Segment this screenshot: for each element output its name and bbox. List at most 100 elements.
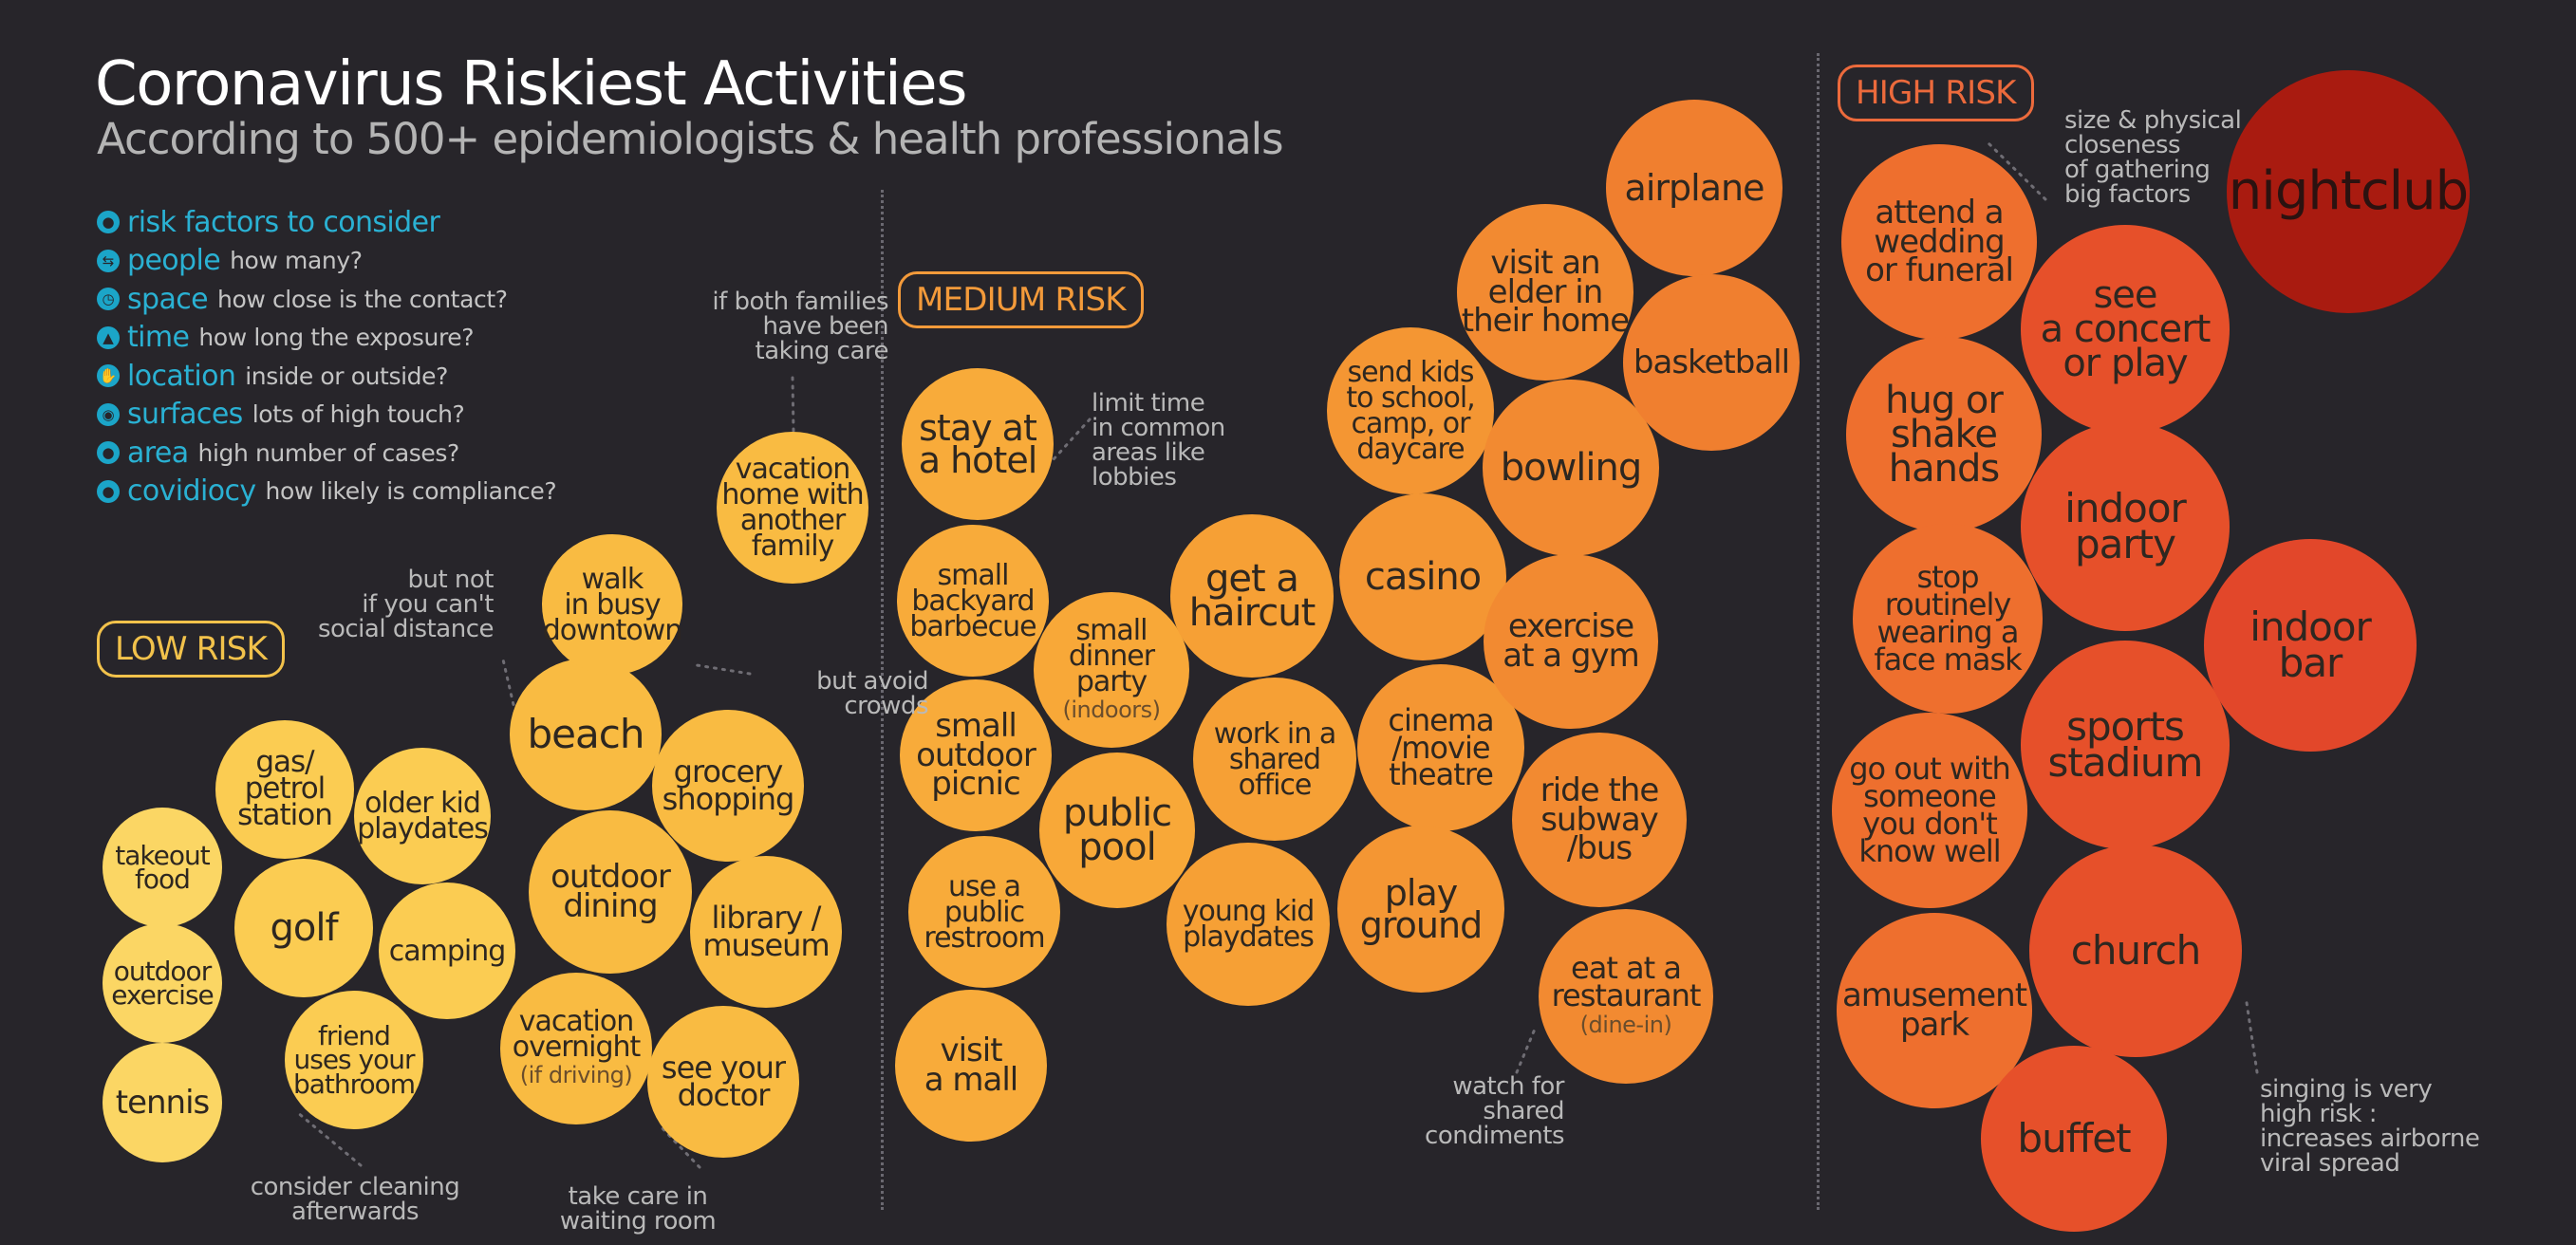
activity-label: outdoor dining <box>551 858 671 925</box>
activity-label: exercise at a gym <box>1503 607 1639 675</box>
activity-label: nightclub <box>2228 159 2469 222</box>
activity-bubble-medium: exercise at a gym <box>1484 554 1658 729</box>
activity-label: eat at a restaurant <box>1551 950 1702 1013</box>
legend-space-icon: ◷ <box>97 288 120 311</box>
activity-label: attend a wedding or funeral <box>1865 194 2014 290</box>
legend-surfaces-icon: ◉ <box>97 402 120 426</box>
activity-label: get a haircut <box>1188 557 1316 635</box>
activity-bubble-medium: use a public restroom <box>908 836 1060 988</box>
activity-bubble-high: see a concert or play <box>2021 225 2230 434</box>
activity-bubble-medium: small outdoor picnic <box>900 679 1052 831</box>
activity-label: public pool <box>1062 791 1172 869</box>
activity-bubble-high: sports stadium <box>2021 641 2230 849</box>
annotation-note: take care in waiting room <box>559 1182 717 1236</box>
legend-item-time: ▲ time how long the exposure? <box>97 319 556 358</box>
activity-bubble-high: indoor bar <box>2204 539 2417 752</box>
activity-label: grocery shopping <box>662 753 795 817</box>
activity-bubble-high: attend a wedding or funeral <box>1841 144 2037 340</box>
legend-item-covidiocy: ● covidiocy how likely is compliance? <box>97 473 557 511</box>
activity-label: stay at a hotel <box>918 406 1038 481</box>
activity-label: indoor party <box>2064 485 2187 567</box>
activity-label: older kid playdates <box>357 787 489 845</box>
activity-bubble-low: walk in busy downtown <box>542 534 682 675</box>
legend-item-name: location <box>127 359 236 393</box>
activity-sublabel: (if driving) <box>519 1062 633 1088</box>
activity-label: beach <box>527 711 645 758</box>
note-connector <box>295 1110 363 1167</box>
activity-bubble-medium: visit an elder in their home <box>1457 204 1633 381</box>
activity-label: casino <box>1364 555 1482 599</box>
high-risk-label: HIGH RISK <box>1838 65 2034 121</box>
activity-bubble-medium: airplane <box>1606 100 1783 276</box>
legend-item-name: space <box>127 282 209 316</box>
activity-label: golf <box>270 906 338 950</box>
activity-bubble-low: gas/ petrol station <box>215 720 354 859</box>
legend-item-surfaces: ◉ surfaces lots of high touch? <box>97 396 556 435</box>
activity-label: send kids to school, camp, or daycare <box>1346 356 1475 466</box>
activity-bubble-medium: play ground <box>1337 826 1504 993</box>
legend-item-location: ✋ location inside or outside? <box>97 357 556 396</box>
activity-bubble-medium: bowling <box>1483 380 1659 556</box>
page-subtitle: According to 500+ epidemiologists & heal… <box>97 114 1284 164</box>
legend-item-name: time <box>127 321 190 355</box>
activity-bubble-medium: public pool <box>1039 753 1195 908</box>
activity-bubble-high: amusement park <box>1837 913 2032 1108</box>
activity-bubble-medium: cinema /movie theatre <box>1357 664 1524 831</box>
annotation-note: if both families have been taking care <box>712 288 888 365</box>
legend-item-description: high number of cases? <box>197 438 460 467</box>
legend-area-icon: ● <box>97 441 120 465</box>
activity-label: vacation home with another family <box>721 453 864 563</box>
activity-label: small outdoor picnic <box>916 707 1036 804</box>
activity-bubble-high: stop routinely wearing a face mask <box>1853 524 2043 714</box>
activity-bubble-low: library / museum <box>690 856 842 1008</box>
activity-label: buffet <box>2017 1115 2131 1162</box>
activity-label: small backyard barbecue <box>909 558 1036 643</box>
legend-item-name: covidiocy <box>127 474 256 509</box>
activity-label: see your doctor <box>661 1050 786 1113</box>
activity-label: airplane <box>1624 166 1765 209</box>
activity-bubble-medium: eat at a restaurant (dine-in) <box>1539 909 1713 1084</box>
legend-item-space: ◷ space how close is the contact? <box>97 280 556 319</box>
note-connector <box>657 1123 701 1169</box>
activity-label: visit a mall <box>924 1031 1018 1099</box>
activity-bubble-medium: send kids to school, camp, or daycare <box>1327 327 1494 494</box>
low-risk-label: LOW RISK <box>97 621 286 678</box>
activity-label: hug or shake hands <box>1885 379 2004 491</box>
activity-bubble-low: beach <box>510 659 662 810</box>
legend-item-name: area <box>127 436 189 470</box>
activity-bubble-medium: small dinner party (indoors) <box>1034 592 1189 748</box>
legend-item-name: surfaces <box>127 398 243 432</box>
activity-bubble-high: indoor party <box>2021 422 2230 631</box>
activity-label: tennis <box>115 1083 211 1122</box>
annotation-note: limit time in common areas like lobbies <box>1092 389 1225 492</box>
activity-bubble-medium: casino <box>1339 493 1506 660</box>
activity-label: young kid playdates <box>1182 895 1315 954</box>
activity-bubble-high: hug or shake hands <box>1846 337 2042 532</box>
note-connector <box>2244 994 2259 1074</box>
activity-bubble-medium: basketball <box>1623 274 1800 451</box>
activity-label: indoor bar <box>2249 604 2372 686</box>
annotation-note: singing is very high risk : increases ai… <box>2260 1075 2480 1178</box>
activity-bubble-low: outdoor dining <box>529 810 692 974</box>
activity-label: play ground <box>1359 871 1483 946</box>
activity-bubble-low: camping <box>379 883 515 1019</box>
activity-bubble-medium: small backyard barbecue <box>897 525 1049 677</box>
activity-label: go out with someone you don't know well <box>1849 751 2011 869</box>
low-medium-divider <box>881 190 884 1210</box>
note-connector <box>1984 139 2047 201</box>
medium-high-divider <box>1817 53 1820 1210</box>
activity-label: stop routinely wearing a face mask <box>1874 559 2022 678</box>
legend-item-name: people <box>127 244 221 278</box>
activity-label: small dinner party <box>1068 613 1155 698</box>
head-icon: ● <box>97 211 120 234</box>
legend-covidiocy-icon: ● <box>97 479 120 503</box>
activity-bubble-high: buffet <box>1981 1046 2167 1232</box>
activity-bubble-low: see your doctor <box>647 1006 799 1158</box>
activity-bubble-low: outdoor exercise <box>103 923 222 1043</box>
legend-heading: ● risk factors to consider <box>97 203 556 242</box>
activity-bubble-low: vacation home with another family <box>717 432 868 584</box>
activity-sublabel: (indoors) <box>1062 696 1161 723</box>
annotation-note: size & physical closeness of gathering b… <box>2064 106 2242 209</box>
